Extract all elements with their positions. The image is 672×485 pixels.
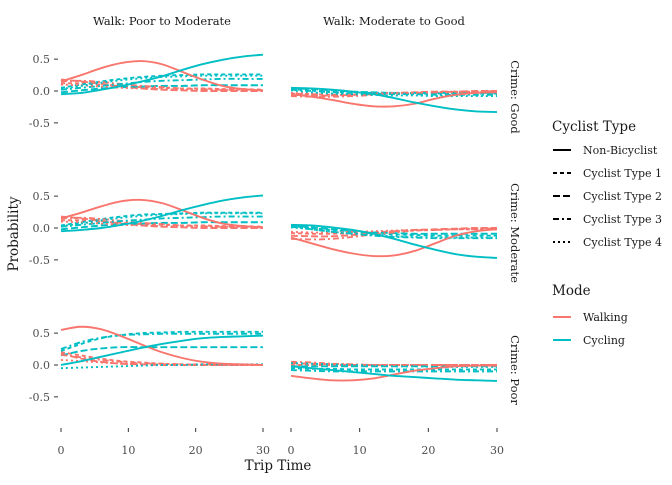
y-tick-label-row2-0: -0.5 bbox=[29, 391, 50, 404]
row-strip-label-0: Crime: Good bbox=[508, 60, 522, 134]
series-line-r0-c1-cycling-cyclist-type-4 bbox=[290, 89, 497, 98]
y-tick-label-row1-1: 0.0 bbox=[33, 222, 51, 235]
panel-r1-c1 bbox=[290, 223, 498, 259]
x-tick-label-col0-2: 20 bbox=[189, 444, 203, 457]
x-tick-label-col0-1: 10 bbox=[121, 444, 135, 457]
series-line-r0-c0-cycling-cyclist-type-2 bbox=[60, 84, 263, 94]
series-line-r1-c0-walking-non-bicyclist bbox=[60, 198, 264, 229]
series-line-r0-c1-walking-non-bicyclist bbox=[290, 91, 498, 108]
series-line-r0-c0-walking-cyclist-type-3 bbox=[60, 79, 264, 92]
legend-item-cyclist-type-1: Cyclist Type 1 bbox=[553, 167, 662, 180]
series-line-r0-c1-cycling-non-bicyclist bbox=[290, 86, 498, 113]
y-tick-label-row2-2: 0.5 bbox=[33, 327, 51, 340]
legend-label-non-bicyclist: Non-Bicyclist bbox=[583, 144, 658, 157]
y-tick-label-row2-1: 0.0 bbox=[33, 359, 51, 372]
x-tick-label-col1-2: 20 bbox=[421, 444, 435, 457]
series-line-r1-c0-cycling-non-bicyclist bbox=[60, 194, 264, 233]
panels-layer: -0.5 0.0 0.5 -0.5 0.0 0.5 -0.5 0.0 0.5 0 10 20 30 0 10… bbox=[29, 53, 504, 457]
legend-item-cyclist-type-2: Cyclist Type 2 bbox=[553, 190, 662, 203]
legend-label-cycling: Cycling bbox=[583, 334, 625, 347]
y-axis-title: Probability bbox=[6, 196, 22, 271]
series-line-r2-c0-cycling-non-bicyclist bbox=[60, 334, 264, 366]
x-axis-title: Trip Time bbox=[245, 458, 312, 474]
series-line-r1-c0-walking-cyclist-type-4 bbox=[60, 220, 264, 229]
x-tick-label-col1-1: 10 bbox=[353, 444, 367, 457]
panel-r1-c0 bbox=[60, 194, 264, 233]
series-line-r2-c1-cycling-non-bicyclist bbox=[290, 365, 498, 382]
legend-label-cyclist-type-4: Cyclist Type 4 bbox=[583, 236, 662, 249]
legend-mode-title: Mode bbox=[552, 283, 591, 299]
y-tick-label-row0-2: 0.5 bbox=[33, 53, 51, 66]
legend-item-non-bicyclist: Non-Bicyclist bbox=[553, 144, 658, 157]
y-tick-label-row1-0: -0.5 bbox=[29, 254, 50, 267]
series-line-r2-c0-walking-non-bicyclist bbox=[60, 325, 264, 366]
x-tick-label-col0-3: 30 bbox=[256, 444, 270, 457]
series-line-r2-c0-cycling-cyclist-type-3 bbox=[60, 332, 263, 350]
x-tick-label-col1-0: 0 bbox=[288, 444, 295, 457]
panel-r2-c0 bbox=[60, 325, 264, 370]
series-line-r1-c0-cycling-cyclist-type-4 bbox=[60, 212, 263, 228]
y-tick-label-row0-0: -0.5 bbox=[29, 117, 50, 130]
series-line-r1-c1-cycling-non-bicyclist bbox=[290, 223, 498, 259]
series-line-r2-c0-cycling-cyclist-type-2 bbox=[60, 346, 263, 357]
y-tick-label-row1-2: 0.5 bbox=[33, 190, 51, 203]
series-line-r2-c0-cycling-cyclist-type-1 bbox=[60, 330, 263, 352]
legend-cyclist-type: Cyclist Type Non-Bicyclist Cyclist Type … bbox=[552, 119, 662, 249]
row-strip-label-1: Crime: Moderate bbox=[508, 183, 522, 283]
row-strip-label-2: Crime: Poor bbox=[508, 335, 522, 405]
panel-r0-c1 bbox=[290, 86, 498, 113]
series-line-r1-c1-cycling-cyclist-type-4 bbox=[290, 226, 497, 239]
series-line-r0-c0-walking-cyclist-type-4 bbox=[60, 83, 264, 92]
series-line-r2-c1-cycling-cyclist-type-3 bbox=[290, 369, 497, 373]
legend-label-cyclist-type-2: Cyclist Type 2 bbox=[583, 190, 662, 203]
panel-r0-c0 bbox=[60, 53, 264, 96]
x-tick-label-col1-3: 30 bbox=[490, 444, 504, 457]
series-line-r0-c0-cycling-non-bicyclist bbox=[60, 53, 264, 96]
series-line-r1-c1-walking-non-bicyclist bbox=[290, 228, 498, 258]
series-line-r1-c1-walking-cyclist-type-4 bbox=[290, 228, 497, 234]
series-line-r1-c0-cycling-cyclist-type-2 bbox=[60, 221, 263, 231]
y-tick-label-row0-1: 0.0 bbox=[33, 85, 51, 98]
legend-mode: Mode Walking Cycling bbox=[552, 283, 628, 347]
panel-r2-c1 bbox=[290, 360, 498, 382]
legend-item-cyclist-type-4: Cyclist Type 4 bbox=[553, 236, 662, 249]
series-line-r1-c0-walking-cyclist-type-3 bbox=[60, 216, 264, 229]
series-line-r1-c0-cycling-cyclist-type-3 bbox=[60, 215, 263, 228]
series-line-r2-c0-cycling-cyclist-type-4 bbox=[60, 363, 263, 370]
legend-item-cycling: Cycling bbox=[553, 334, 625, 347]
series-line-r0-c0-walking-non-bicyclist bbox=[60, 60, 264, 92]
series-line-r2-c1-walking-non-bicyclist bbox=[290, 364, 498, 382]
legend-label-cyclist-type-3: Cyclist Type 3 bbox=[583, 213, 662, 226]
legend-item-walking: Walking bbox=[553, 311, 628, 324]
legend-label-walking: Walking bbox=[583, 311, 628, 324]
legend-label-cyclist-type-1: Cyclist Type 1 bbox=[583, 167, 662, 180]
col-strip-label-0: Walk: Poor to Moderate bbox=[93, 14, 231, 28]
legend-item-cyclist-type-3: Cyclist Type 3 bbox=[553, 213, 662, 226]
legend-cyclist-type-title: Cyclist Type bbox=[552, 119, 636, 135]
series-line-r0-c0-cycling-cyclist-type-3 bbox=[60, 77, 263, 91]
col-strip-label-1: Walk: Moderate to Good bbox=[323, 14, 465, 28]
x-tick-label-col0-0: 0 bbox=[58, 444, 65, 457]
